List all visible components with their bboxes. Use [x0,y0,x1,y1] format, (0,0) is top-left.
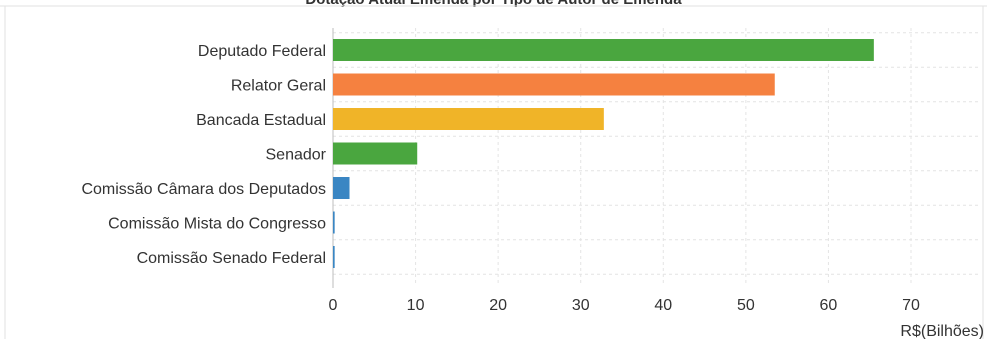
category-label: Comissão Câmara dos Deputados [81,181,326,198]
bar [333,39,874,61]
category-label: Comissão Senado Federal [137,250,326,267]
bar-layer [333,39,874,268]
x-tick-label: 30 [572,297,590,314]
grid-layer [332,28,980,288]
bar [333,246,335,268]
bar [333,108,604,130]
x-tick-label: 60 [820,297,838,314]
x-tick-label: 10 [407,297,425,314]
category-label: Bancada Estadual [196,112,326,129]
bar [333,177,350,199]
x-tick-label: 0 [329,297,338,314]
x-tick-label: 40 [654,297,672,314]
category-labels: Deputado Federal Relator Geral Bancada Est… [81,43,326,267]
x-axis-unit: R$(Bilhões) [900,323,984,339]
x-tick-labels: 0 10 20 30 40 50 60 70 [329,297,920,314]
category-label: Senador [266,147,327,164]
category-label: Relator Geral [231,78,326,95]
bar [333,73,775,96]
x-tick-label: 70 [902,297,920,314]
x-tick-label: 50 [737,297,755,314]
category-label: Comissão Mista do Congresso [108,216,326,233]
x-tick-label: 20 [489,297,507,314]
bar [333,211,335,234]
chart-title: Dotação Atual Emenda por Tipo de Autor d… [0,0,987,8]
category-label: Deputado Federal [198,43,326,60]
bar [333,142,418,165]
